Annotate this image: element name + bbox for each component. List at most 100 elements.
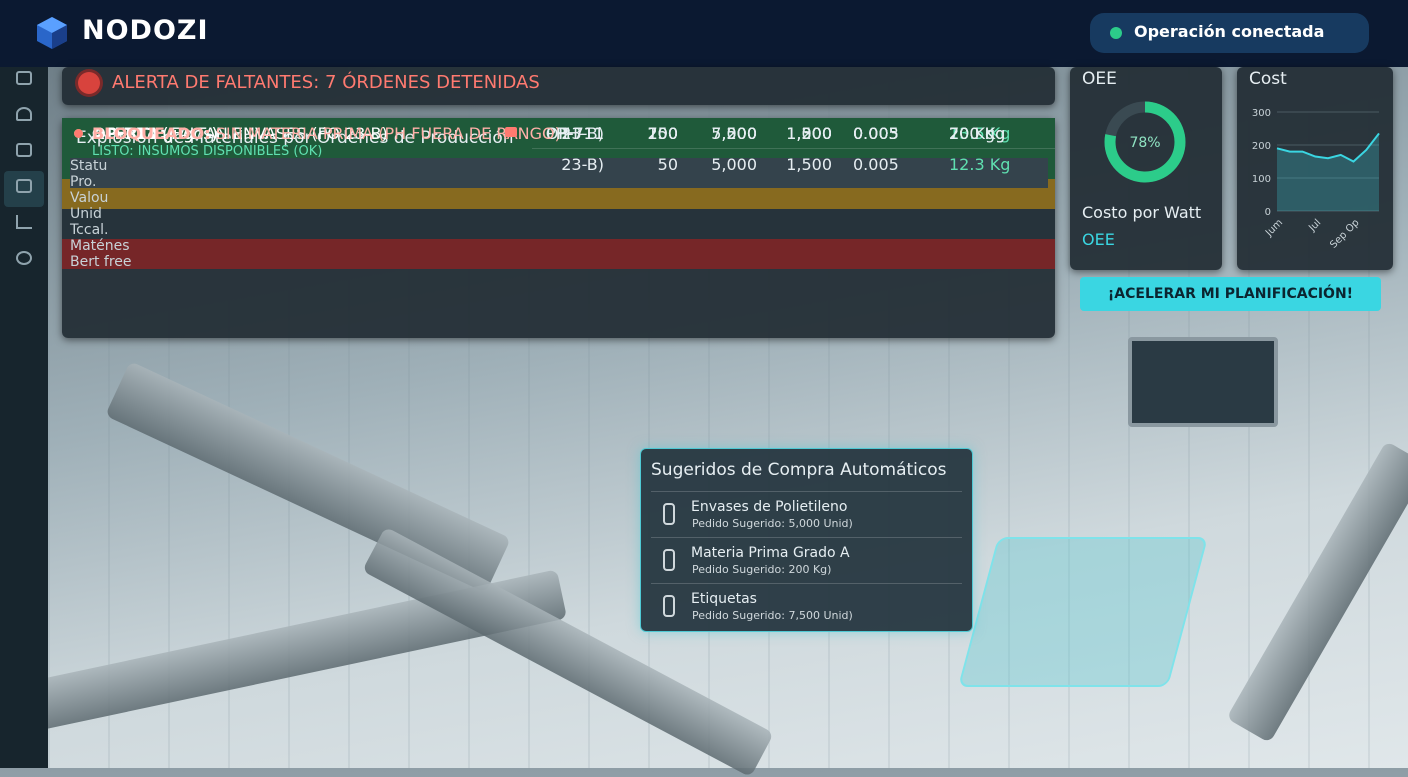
cell: 200 Kg bbox=[949, 124, 1006, 143]
column-header: Statu bbox=[70, 158, 108, 174]
nav-icon[interactable] bbox=[16, 179, 32, 193]
status-text: (Jugos) bbox=[162, 124, 218, 143]
cell: 5,000 bbox=[711, 155, 757, 174]
sidebar bbox=[0, 67, 48, 768]
cell: 700 Kg bbox=[949, 124, 1006, 143]
conveyor bbox=[1226, 440, 1408, 744]
nav-icon[interactable] bbox=[16, 251, 32, 265]
oee-card: OEE 78% Costo por Watt OEE bbox=[1070, 67, 1222, 270]
table-row: BLOQUEADO: SIN MATERIA PRIMA (PH FUERA D… bbox=[62, 124, 1055, 269]
cell: 13.5 Kg bbox=[949, 124, 1011, 143]
row-divider bbox=[532, 148, 1055, 149]
cell: 1,500 bbox=[786, 124, 832, 143]
item-detail: Pedido Sugerido: 5,000 Unid) bbox=[692, 517, 853, 530]
nav-active bbox=[4, 171, 44, 207]
pallet bbox=[957, 537, 1209, 687]
status-lead: OP-711 bbox=[92, 124, 158, 143]
cell: PH-11 bbox=[556, 124, 604, 143]
cell: 200 bbox=[801, 124, 832, 143]
y-tick-label: 100 bbox=[1252, 174, 1271, 185]
column-header: Bert free bbox=[70, 254, 132, 270]
cell: PH-711 bbox=[546, 124, 604, 143]
cell: 1,000 bbox=[786, 124, 832, 143]
oee-title: OEE bbox=[1082, 69, 1117, 89]
status: OP-711 (Jugos) bbox=[92, 124, 218, 143]
status-lead: BLOQUEADO: bbox=[92, 124, 211, 143]
cell: 300 bbox=[801, 124, 832, 143]
cell: 12.3 Kg bbox=[949, 155, 1011, 174]
y-tick-label: 0 bbox=[1265, 207, 1271, 218]
y-tick-label: 300 bbox=[1252, 108, 1271, 119]
logo bbox=[37, 17, 67, 49]
cost-title: Cost bbox=[1249, 69, 1287, 89]
cell: OP-711 bbox=[545, 124, 604, 143]
cell: 1,500 bbox=[786, 155, 832, 174]
cell: 0.005 bbox=[853, 124, 899, 143]
nav-icon[interactable] bbox=[16, 143, 32, 157]
brand: NODOZI bbox=[82, 15, 209, 46]
item-icon bbox=[663, 503, 675, 525]
column-header: Unid bbox=[70, 206, 102, 222]
cell: 0.003 bbox=[853, 124, 899, 143]
item-detail: Pedido Sugerido: 200 Kg) bbox=[692, 563, 832, 576]
column-header: Pro. bbox=[70, 174, 97, 190]
item-icon bbox=[663, 595, 675, 617]
monitor bbox=[1128, 337, 1278, 427]
cost-line bbox=[1276, 132, 1380, 163]
cell: 50 bbox=[657, 155, 678, 174]
materials-table: Explosión de Materiales por Órdenes de P… bbox=[62, 118, 1055, 338]
table-title: Explosión de Materiales por Órdenes de P… bbox=[76, 128, 514, 148]
oee-donut: 78% bbox=[1104, 101, 1186, 183]
status-dot bbox=[74, 129, 83, 138]
cost-area bbox=[1277, 133, 1379, 211]
status: ALERTA: FALTAN ENVASES (PO 23-B) bbox=[92, 124, 388, 143]
suggestions-panel: Sugeridos de Compra Automáticos Envases … bbox=[640, 448, 973, 632]
divider bbox=[651, 491, 962, 492]
cell: 200 bbox=[647, 124, 678, 143]
item-icon bbox=[663, 549, 675, 571]
conveyor bbox=[104, 361, 512, 593]
cell: 0.005 bbox=[853, 124, 899, 143]
x-tick-label: Sep Op bbox=[1328, 217, 1361, 250]
cost-card: Cost 0 100 200 300 Jum Jul Sep Op bbox=[1237, 67, 1393, 270]
alert-banner: ALERTA DE FALTANTES: 7 ÓRDENES DETENIDAS bbox=[62, 67, 1055, 105]
divider bbox=[651, 537, 962, 538]
x-tick-label: Jul bbox=[1306, 217, 1323, 234]
suggestions-title: Sugeridos de Compra Automáticos bbox=[651, 460, 947, 480]
x-tick-label: Jum bbox=[1263, 217, 1285, 239]
accelerate-button[interactable]: ¡ACELERAR MI PLANIFICACIÓN! bbox=[1080, 277, 1381, 311]
cell: 700 bbox=[647, 124, 678, 143]
cell: 500 bbox=[726, 124, 757, 143]
status-text: (Jugos) bbox=[162, 124, 218, 143]
y-tick-label: 200 bbox=[1252, 141, 1271, 152]
item-name: Materia Prima Grado A bbox=[691, 545, 850, 561]
column-header: Valou bbox=[70, 190, 109, 206]
donut-arc bbox=[1104, 101, 1186, 183]
cell: 23-B) bbox=[561, 155, 604, 174]
cell: 100 bbox=[647, 124, 678, 143]
nav-icon[interactable] bbox=[16, 71, 32, 85]
cell: 7,500 bbox=[711, 124, 757, 143]
cell: 23-B) bbox=[561, 124, 604, 143]
status: BLOQUEADO: SIN MATERIA PRIMA (PH FUERA D… bbox=[92, 124, 561, 143]
nav-icon[interactable] bbox=[16, 107, 32, 121]
table-row: OP-711 (Jugos) PH-711 50 200 200 0.005 20 Kg bbox=[62, 124, 1055, 239]
lock-icon bbox=[505, 127, 517, 137]
header: NODOZI Operación conectada bbox=[0, 0, 1408, 67]
item-name: Envases de Polietileno bbox=[691, 499, 848, 515]
oee-value: 78% bbox=[1129, 135, 1160, 151]
cell: 0.005 bbox=[853, 155, 899, 174]
status-sub: LISTO: INSUMOS DISPONIBLES (OK) bbox=[92, 144, 323, 159]
status-lead: OP-711 bbox=[92, 124, 158, 143]
table-header: Statu Pro. Valou Unid Tccal. Maténes Bert free bbox=[70, 158, 1048, 270]
item-detail: Pedido Sugerido: 7,500 Unid) bbox=[692, 609, 853, 622]
cell: 200 bbox=[726, 124, 757, 143]
nav-icon[interactable] bbox=[16, 215, 32, 229]
item-name: Etiquetas bbox=[691, 591, 757, 607]
connection-status[interactable]: Operación conectada bbox=[1090, 13, 1369, 53]
metric-sub: OEE bbox=[1082, 230, 1115, 249]
status-lead: ALERTA: bbox=[92, 124, 166, 143]
cell: 50 bbox=[657, 124, 678, 143]
cell: 5,000 bbox=[711, 124, 757, 143]
